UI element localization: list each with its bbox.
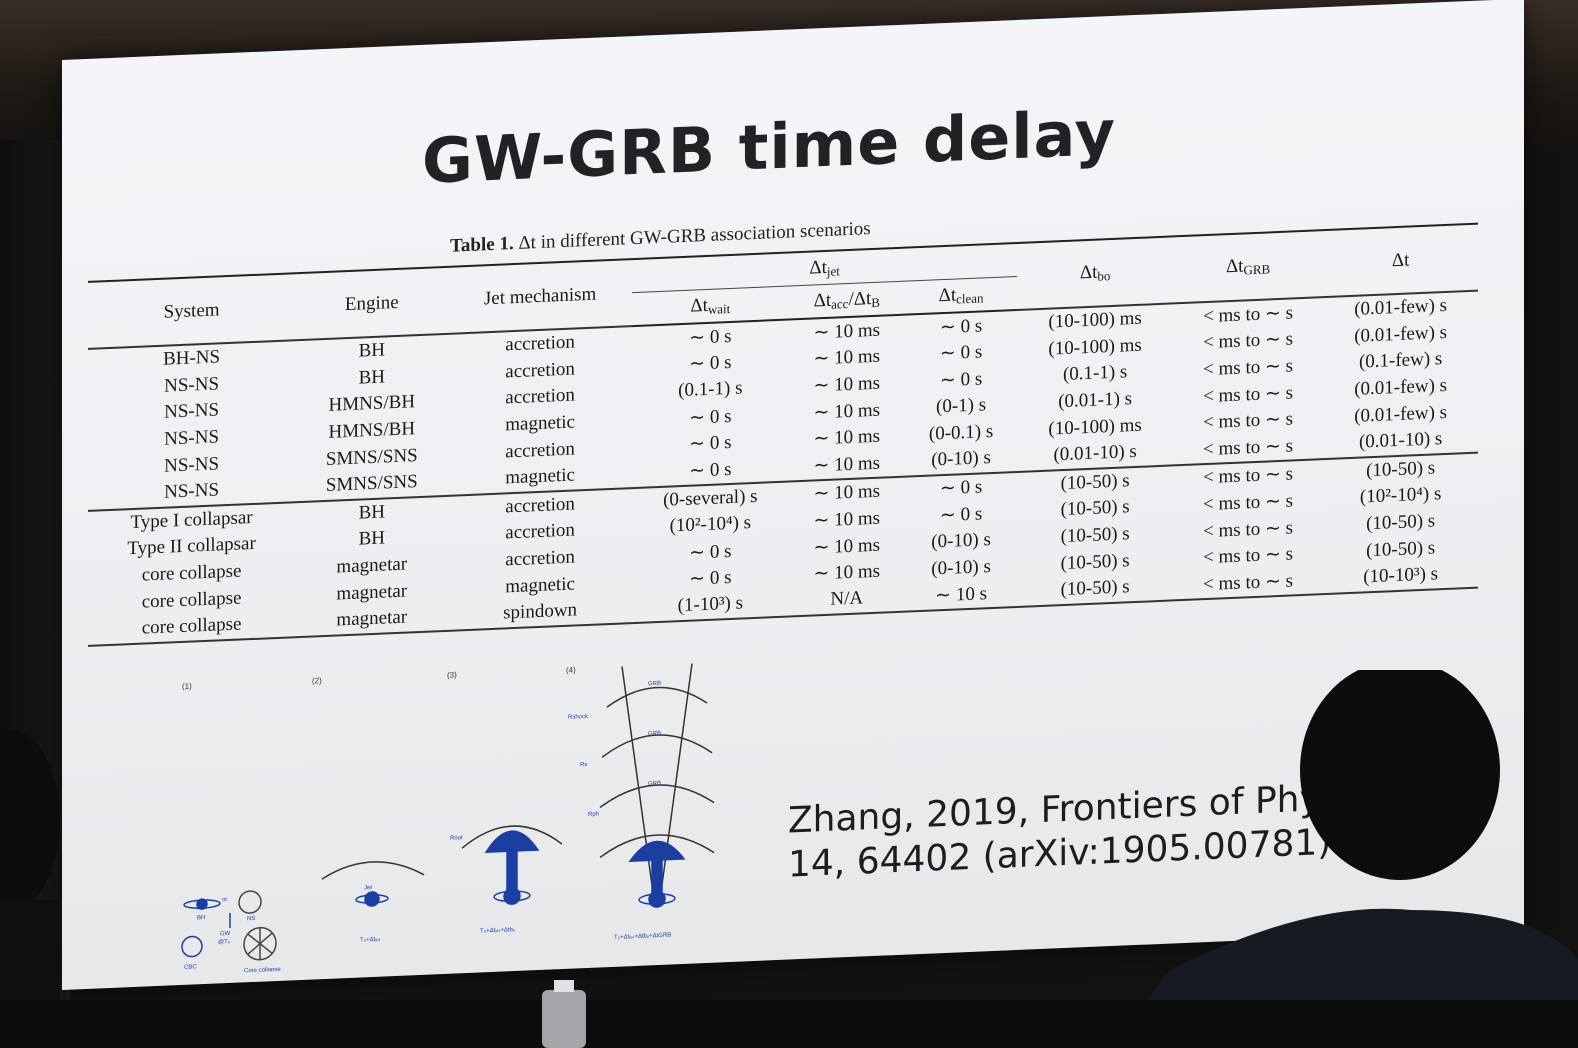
cell-wait: (1-10³) s (631, 588, 789, 623)
caption-prefix: Table 1. (450, 233, 514, 257)
header-dt-clean: Δtclean (904, 276, 1018, 315)
label-ns: NS (247, 916, 255, 922)
header-system: System (88, 273, 296, 349)
projection-screen: GW-GRB time delay Table 1. Δt in differe… (62, 0, 1524, 990)
cell-dt: (10-10³) s (1323, 559, 1478, 594)
panel-1-binary-merger (181, 890, 277, 961)
label-or: or (222, 897, 227, 903)
panel-3-breakout (461, 825, 563, 905)
header-dt-grb: ΔtGRB (1172, 230, 1324, 304)
cell-clean: ∼ 10 s (904, 578, 1018, 612)
label-jet: Jet (364, 885, 372, 891)
label-r-out: Rout (450, 835, 463, 842)
label-cbc: CBC (184, 964, 197, 971)
label-bh: BH (197, 915, 205, 921)
caption-text: Δt in different GW-GRB association scena… (518, 218, 871, 254)
header-dt: Δt (1323, 223, 1478, 298)
cell-grb: < ms to ∼ s (1172, 566, 1324, 600)
header-dt-bo: Δtbo (1017, 236, 1173, 310)
label-grb-3: GRB (648, 781, 661, 788)
label-r-s: Rs (580, 762, 587, 768)
header-dt-acc: Δtacc/ΔtB (788, 281, 905, 320)
panel-2-jet-launch (321, 861, 425, 907)
room-floor (0, 1000, 1578, 1048)
label-r-shock: Rshock (568, 714, 589, 721)
panel-4-emission (599, 663, 715, 908)
label-r-ph: Rph (588, 811, 599, 817)
cell-bo: (10-50) s (1017, 572, 1173, 607)
panel-label-2: (2) (312, 676, 322, 685)
cell-engine: magnetar (295, 602, 449, 637)
audience-member-left (0, 730, 60, 1048)
label-time-2: T₀+Δtⱼₑₜ (360, 937, 381, 944)
label-time-3: T₀+Δtⱼₑₜ+Δtbₒ (480, 927, 516, 935)
label-time-4: T₀+Δtⱼₑₜ+Δtbₒ+ΔtGRB (614, 932, 671, 940)
header-engine: Engine (295, 266, 449, 341)
label-gw: GW (220, 931, 231, 937)
label-grb-1: GRB (648, 681, 661, 688)
header-jet-mechanism: Jet mechanism (448, 259, 632, 334)
delay-table: System Engine Jet mechanism Δtjet Δtbo Δ… (88, 223, 1478, 647)
slide-title: GW-GRB time delay (422, 95, 1116, 198)
panel-label-4: (4) (566, 665, 576, 674)
label-core-collapse: Core collapse (244, 967, 281, 975)
schematic-figure: (1) (2) (3) (4) BH or NS GW @T₀ CBC Core… (181, 663, 715, 975)
label-grb-2: GRB (648, 731, 661, 738)
panel-label-3: (3) (447, 670, 457, 679)
panel-label-1: (1) (182, 682, 192, 691)
audience-member-right (1110, 670, 1578, 1048)
label-gw-time: @T₀ (218, 939, 231, 946)
cell-acc: N/A (788, 583, 905, 617)
water-bottle (542, 980, 586, 1048)
